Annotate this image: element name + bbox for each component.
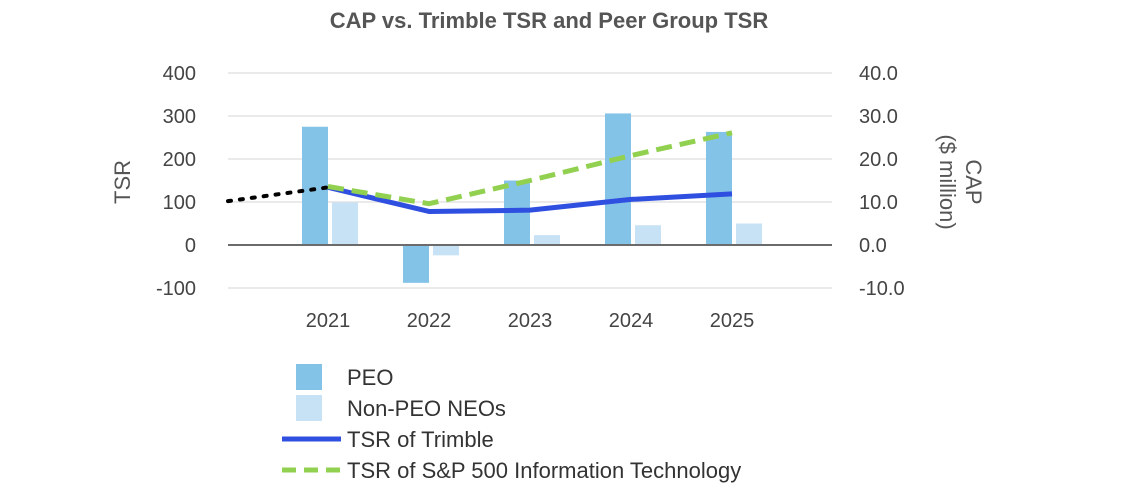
bar-non-peo-neos-2024 [635,225,661,245]
right-tick-label: 0.0 [859,235,887,257]
right-tick-label: 20.0 [859,149,898,171]
right-tick-label: 40.0 [859,63,898,85]
legend-item: TSR of S&P 500 Information Technology [282,458,741,483]
bar-non-peo-neos-2025 [736,223,762,245]
bar-non-peo-neos-2021 [332,202,358,245]
left-tick-label: 400 [163,63,196,85]
left-axis-ticks: -100 0 100 200 300 400 [156,63,196,300]
bar-non-peo-neos-2023 [534,235,560,245]
legend-item: Non-PEO NEOs [296,395,506,421]
legend-swatch [296,395,322,421]
line-layer [226,130,733,214]
left-tick-label: 100 [163,192,196,214]
x-axis-ticks: 2021 2022 2023 2024 2025 [306,310,755,332]
legend-label: TSR of S&P 500 Information Technology [347,458,741,483]
legend-label: TSR of Trimble [347,427,494,452]
legend-label: PEO [347,365,393,390]
baseline-dotted-line [226,185,330,204]
left-axis-label: TSR [110,160,135,204]
legend: PEO Non-PEO NEOs TSR of Trimble TSR of S&P … [282,364,741,483]
series-line-tsr-of-trimble [327,184,733,214]
left-tick-label: 0 [185,235,196,257]
right-tick-label: 30.0 [859,106,898,128]
bar-non-peo-neos-2022 [433,245,459,256]
x-tick-label: 2025 [710,310,755,332]
bar-peo-2022 [403,245,429,283]
chart-title: CAP vs. Trimble TSR and Peer Group TSR [330,8,769,33]
right-tick-label: 10.0 [859,192,898,214]
bar-peo-2024 [605,113,631,245]
legend-label: Non-PEO NEOs [347,396,506,421]
x-tick-label: 2024 [609,310,654,332]
right-axis-label-units: ($ million) [935,134,960,229]
left-tick-label: 200 [163,149,196,171]
series-line-tsr-of-s-p-500-information-technology [327,130,733,207]
bar-peo-2025 [706,131,732,245]
x-tick-label: 2022 [407,310,452,332]
legend-item: PEO [296,364,393,390]
left-tick-label: 300 [163,106,196,128]
legend-item: TSR of Trimble [282,427,494,452]
right-axis-label: CAP [961,159,986,204]
right-axis-ticks: -10.0 0.0 10.0 20.0 30.0 40.0 [859,63,905,300]
bar-peo-2021 [302,126,328,245]
legend-swatch [296,364,322,390]
x-tick-label: 2021 [306,310,351,332]
right-tick-label: -10.0 [859,278,905,300]
left-tick-label: -100 [156,278,196,300]
x-tick-label: 2023 [508,310,553,332]
